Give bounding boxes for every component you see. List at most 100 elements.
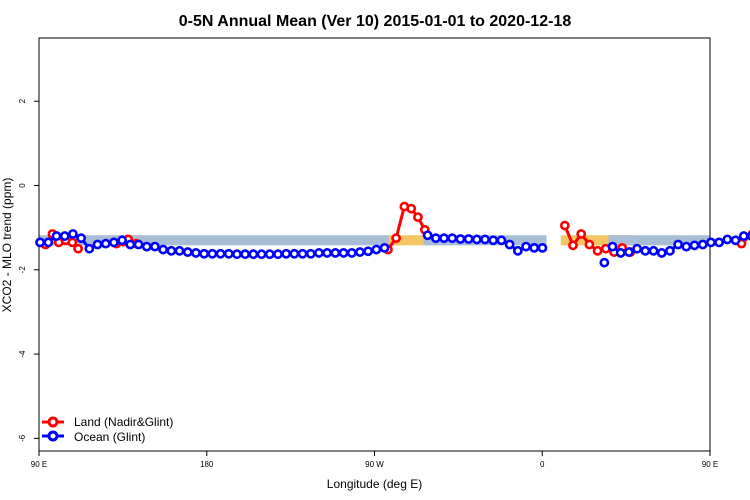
land-data-point	[67, 237, 78, 248]
ocean-data-point	[714, 237, 725, 248]
land-data-point	[592, 245, 603, 256]
ocean-data-point	[471, 234, 482, 245]
y-tick-label: -2	[18, 266, 27, 274]
chart-title: 0-5N Annual Mean (Ver 10) 2015-01-01 to …	[179, 13, 572, 30]
ocean-data-point	[207, 248, 218, 259]
ocean-data-point	[599, 257, 610, 268]
series-layer	[35, 201, 750, 268]
x-axis: 90 E 180 90 W 0 90 E	[31, 451, 718, 469]
ocean-data-point	[248, 249, 259, 260]
ocean-data-point	[215, 248, 226, 259]
ocean-data-point	[330, 248, 341, 258]
y-tick-label: -4	[18, 350, 27, 358]
ocean-data-point	[640, 245, 651, 256]
ocean-data-point	[174, 245, 185, 256]
ocean-data-point	[430, 233, 441, 244]
ocean-band	[608, 235, 710, 246]
land-data-point	[391, 233, 402, 244]
ocean-data-point	[371, 244, 382, 255]
ocean-data-point	[363, 246, 374, 257]
ocean-data-point	[166, 245, 177, 256]
ocean-data-point	[447, 233, 458, 244]
ocean-data-point	[607, 241, 618, 252]
ocean-data-point	[133, 239, 144, 250]
x-tick-label: 90 W	[365, 460, 384, 469]
y-tick-label: 0	[18, 183, 27, 188]
ocean-data-point	[109, 237, 119, 248]
ocean-data-point	[264, 249, 275, 260]
ocean-data-point	[738, 231, 749, 241]
ocean-data-point	[125, 239, 136, 250]
ocean-data-point	[706, 237, 716, 248]
x-tick-label: 0	[540, 460, 545, 469]
ocean-data-point	[463, 234, 474, 244]
ocean-band	[39, 235, 389, 246]
ocean-data-point	[615, 248, 626, 258]
ocean-data-point	[455, 234, 466, 244]
legend-ocean-marker	[47, 430, 59, 442]
ocean-data-point	[504, 239, 515, 250]
ocean-data-point	[730, 235, 741, 246]
x-tick-label: 180	[200, 460, 214, 469]
ocean-data-point	[521, 241, 531, 252]
ocean-data-point	[697, 239, 708, 250]
ocean-data-point	[51, 231, 62, 241]
ocean-data-point	[512, 245, 523, 256]
land-data-point	[413, 212, 423, 223]
ocean-data-point	[346, 248, 357, 258]
legend: Land (Nadir&Glint) Ocean (Glint)	[42, 415, 173, 444]
ocean-data-point	[141, 241, 152, 252]
ocean-data-point	[191, 248, 201, 258]
legend-land-label: Land (Nadir&Glint)	[74, 415, 173, 429]
ocean-data-point	[722, 234, 733, 245]
land-data-point	[559, 220, 570, 231]
ocean-data-point	[240, 249, 251, 260]
ocean-data-point	[289, 248, 300, 259]
ocean-data-point	[100, 238, 111, 249]
y-axis-label: XCO2 - MLO trend (ppm)	[0, 178, 14, 313]
land-band	[383, 235, 429, 246]
ocean-data-point	[92, 239, 103, 250]
x-axis-label: Longitude (deg E)	[327, 477, 422, 491]
ocean-data-point	[182, 247, 193, 257]
ocean-data-point	[68, 229, 78, 239]
ocean-data-point	[35, 237, 46, 248]
ocean-data-point	[314, 248, 324, 258]
ocean-data-point	[422, 230, 433, 241]
ocean-data-point	[689, 240, 700, 251]
ocean-data-point	[322, 248, 333, 258]
ocean-data-point	[59, 231, 70, 241]
ocean-data-point	[232, 249, 242, 260]
x-tick-label: 90 E	[31, 460, 47, 469]
ocean-data-point	[439, 233, 449, 244]
land-data-point	[576, 229, 587, 239]
ocean-data-point	[150, 241, 160, 252]
ocean-data-point	[43, 237, 54, 248]
ocean-data-point	[117, 235, 128, 246]
ocean-data-point	[624, 247, 634, 257]
y-tick-label: 2	[18, 98, 27, 103]
y-tick-label: -6	[18, 434, 27, 442]
ocean-data-point	[480, 234, 490, 245]
ocean-data-point	[223, 248, 234, 259]
ocean-data-point	[537, 242, 548, 253]
ocean-data-point	[281, 248, 292, 259]
ocean-data-point	[158, 244, 169, 255]
land-data-point	[568, 240, 578, 251]
ocean-data-point	[648, 245, 659, 256]
ocean-data-point	[379, 242, 390, 253]
ocean-series	[35, 229, 750, 268]
legend-ocean-label: Ocean (Glint)	[74, 430, 145, 444]
ocean-data-point	[656, 248, 667, 258]
y-axis: 2 0 -2 -4 -6	[18, 98, 39, 442]
land-data-point	[406, 203, 417, 214]
land-data-point	[584, 239, 595, 250]
ocean-data-point	[355, 247, 365, 257]
ocean-data-point	[632, 243, 643, 254]
ocean-data-point	[297, 248, 308, 259]
ocean-data-point	[76, 233, 87, 244]
ocean-data-point	[488, 235, 499, 246]
ocean-data-point	[529, 242, 540, 253]
land-band	[560, 235, 635, 246]
